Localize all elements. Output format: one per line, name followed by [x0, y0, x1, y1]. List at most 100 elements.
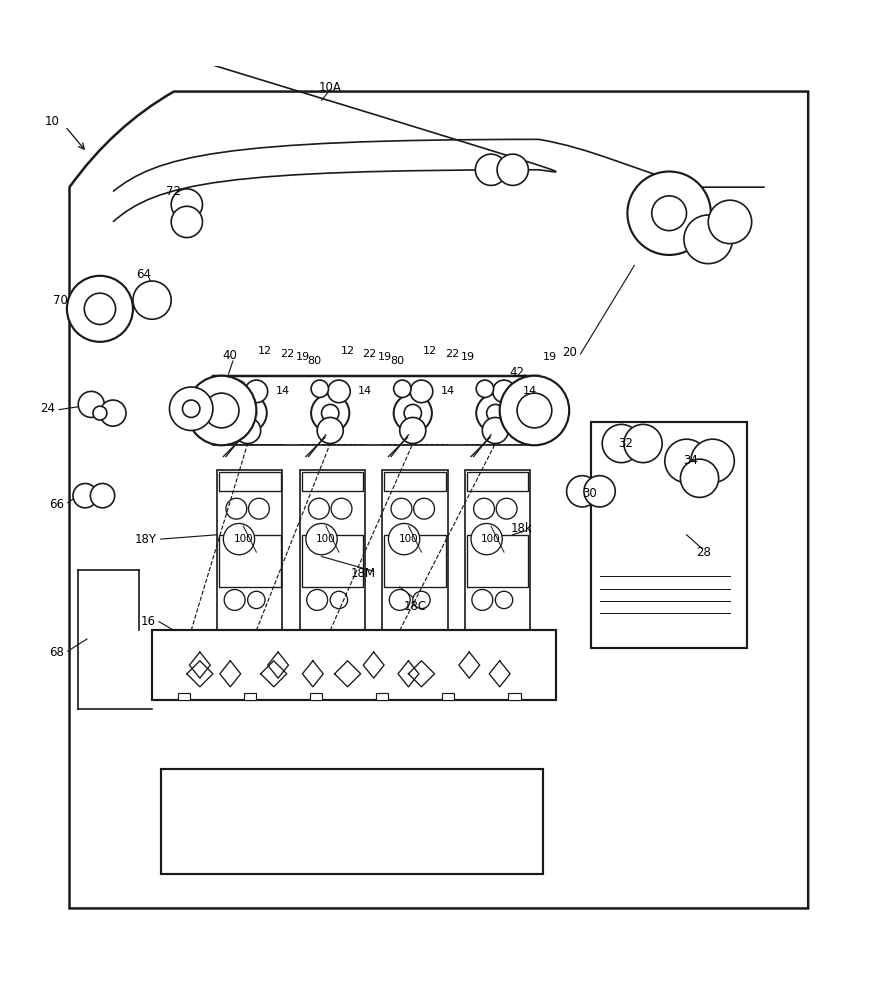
Circle shape [328, 380, 350, 403]
Bar [384, 472, 446, 491]
Text: 42: 42 [509, 366, 525, 379]
Bar [302, 535, 363, 587]
Text: 22: 22 [362, 349, 376, 359]
Text: 24: 24 [40, 402, 56, 415]
Circle shape [226, 498, 247, 519]
Circle shape [311, 380, 328, 397]
Circle shape [394, 394, 432, 432]
Text: 22: 22 [280, 349, 294, 359]
Bar [384, 535, 446, 587]
Text: 16: 16 [140, 615, 156, 628]
Circle shape [476, 380, 494, 397]
Bar [465, 470, 530, 630]
Circle shape [330, 591, 348, 609]
Circle shape [691, 439, 734, 483]
Circle shape [680, 459, 719, 497]
Circle shape [652, 196, 687, 231]
Circle shape [500, 376, 569, 445]
Circle shape [493, 380, 515, 403]
Circle shape [171, 189, 202, 220]
Circle shape [567, 476, 598, 507]
Text: 20: 20 [561, 346, 577, 359]
Text: 14: 14 [441, 386, 454, 396]
Text: 14: 14 [358, 386, 372, 396]
Circle shape [410, 380, 433, 403]
Circle shape [224, 590, 245, 610]
Circle shape [708, 200, 752, 244]
Bar [591, 422, 747, 648]
Bar [302, 472, 363, 491]
Text: 30: 30 [582, 487, 596, 500]
Circle shape [229, 394, 267, 432]
Circle shape [100, 400, 126, 426]
Circle shape [245, 380, 268, 403]
Bar [217, 470, 282, 630]
Text: 10: 10 [44, 115, 60, 128]
Circle shape [133, 281, 171, 319]
Circle shape [84, 293, 116, 324]
Bar [300, 470, 365, 630]
Circle shape [627, 172, 711, 255]
Text: 100: 100 [234, 534, 253, 544]
Circle shape [482, 417, 508, 444]
Text: 66: 66 [49, 498, 64, 511]
Circle shape [239, 404, 256, 422]
Text: 34: 34 [683, 454, 699, 467]
Circle shape [517, 393, 552, 428]
Text: 12: 12 [341, 346, 355, 356]
Circle shape [322, 404, 339, 422]
Circle shape [331, 498, 352, 519]
Circle shape [204, 393, 239, 428]
Circle shape [388, 523, 420, 555]
Text: 19: 19 [543, 352, 557, 362]
Circle shape [471, 523, 502, 555]
Circle shape [496, 498, 517, 519]
Text: 19: 19 [295, 352, 309, 362]
Circle shape [187, 376, 256, 445]
Text: 18Y: 18Y [135, 533, 157, 546]
Circle shape [73, 483, 97, 508]
Circle shape [413, 591, 430, 609]
Circle shape [475, 154, 507, 185]
Bar [178, 693, 190, 700]
Bar [467, 472, 528, 491]
Circle shape [684, 215, 733, 264]
Circle shape [235, 417, 261, 444]
Circle shape [229, 380, 246, 397]
Text: 100: 100 [399, 534, 418, 544]
Text: 32: 32 [618, 437, 634, 450]
Circle shape [472, 590, 493, 610]
Bar [161, 769, 543, 874]
Text: 64: 64 [136, 268, 151, 281]
Text: 80: 80 [390, 356, 404, 366]
Circle shape [248, 591, 265, 609]
Text: 22: 22 [445, 349, 459, 359]
Text: 40: 40 [222, 349, 238, 362]
Circle shape [584, 476, 615, 507]
Text: 70: 70 [53, 294, 69, 307]
Bar [244, 693, 256, 700]
Text: 72: 72 [166, 185, 182, 198]
Text: 100: 100 [481, 534, 501, 544]
Text: 18M: 18M [351, 567, 375, 580]
Bar [219, 535, 281, 587]
Circle shape [182, 400, 200, 417]
Circle shape [90, 483, 115, 508]
Circle shape [602, 424, 640, 463]
Circle shape [476, 394, 514, 432]
Text: 19: 19 [461, 352, 474, 362]
Text: 18C: 18C [404, 600, 427, 613]
Text: 68: 68 [49, 646, 64, 659]
Circle shape [487, 404, 504, 422]
Bar [382, 470, 448, 630]
Circle shape [474, 498, 494, 519]
Text: 80: 80 [308, 356, 322, 366]
Text: 10A: 10A [319, 81, 342, 94]
Circle shape [400, 417, 426, 444]
Circle shape [311, 394, 349, 432]
Circle shape [169, 387, 213, 430]
Circle shape [171, 206, 202, 238]
Circle shape [665, 439, 708, 483]
Circle shape [317, 417, 343, 444]
Circle shape [624, 424, 662, 463]
